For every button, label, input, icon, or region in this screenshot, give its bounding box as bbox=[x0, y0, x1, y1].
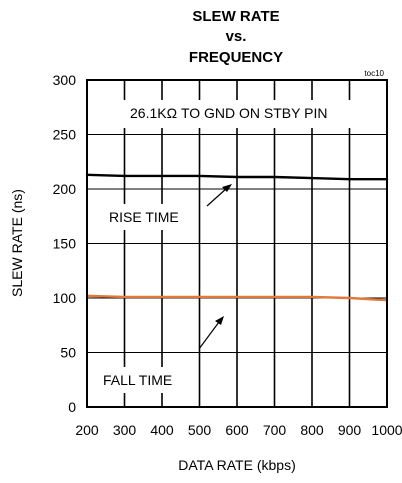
annotation-rise-time-bg bbox=[100, 204, 190, 230]
grid bbox=[87, 80, 387, 407]
annotation-fall-time-bg bbox=[96, 367, 182, 393]
y-tick-label: 300 bbox=[53, 72, 77, 88]
y-tick-label: 250 bbox=[53, 127, 77, 143]
x-tick-label: 700 bbox=[263, 422, 287, 438]
x-tick-label: 400 bbox=[150, 422, 174, 438]
x-axis-label: DATA RATE (kbps) bbox=[178, 457, 295, 473]
y-tick-label: 0 bbox=[68, 399, 76, 415]
annotation-backgrounds bbox=[96, 100, 354, 393]
x-tick-label: 800 bbox=[300, 422, 324, 438]
annotation-stby-pin-bg bbox=[122, 100, 354, 128]
y-tick-label: 50 bbox=[60, 345, 76, 361]
tick-labels: 200 300 400 500 600 700 800 900 1000 0 50 100 150 200… bbox=[53, 72, 402, 438]
x-tick-label: 300 bbox=[113, 422, 137, 438]
x-tick-label: 500 bbox=[188, 422, 212, 438]
y-tick-label: 100 bbox=[53, 290, 77, 306]
arrow-fall-time bbox=[198, 316, 224, 350]
chart-title-line-1: SLEW RATE bbox=[192, 8, 279, 25]
series-layer bbox=[85, 173, 389, 302]
y-axis-label: SLEW RATE (ns) bbox=[9, 189, 25, 297]
annotation-stby-pin: 26.1KΩ TO GND ON STBY PIN bbox=[130, 105, 327, 121]
chart-title-line-3: FREQUENCY bbox=[189, 49, 283, 66]
y-tick-label: 150 bbox=[53, 236, 77, 252]
y-tick-label: 200 bbox=[53, 181, 77, 197]
plot-frame bbox=[86, 79, 388, 408]
x-tick-label: 200 bbox=[75, 422, 99, 438]
x-tick-label: 600 bbox=[225, 422, 249, 438]
series-line-rise-time bbox=[85, 173, 389, 181]
series-line-fall-time bbox=[85, 294, 389, 302]
annotation-rise-time: RISE TIME bbox=[109, 209, 179, 225]
x-tick-label: 1000 bbox=[371, 422, 402, 438]
x-tick-label: 900 bbox=[338, 422, 362, 438]
annotation-fall-time: FALL TIME bbox=[103, 372, 172, 388]
arrow-rise-time bbox=[206, 184, 232, 207]
chart-title-line-2: vs. bbox=[226, 28, 247, 45]
figure-tag: toc10 bbox=[364, 69, 384, 78]
